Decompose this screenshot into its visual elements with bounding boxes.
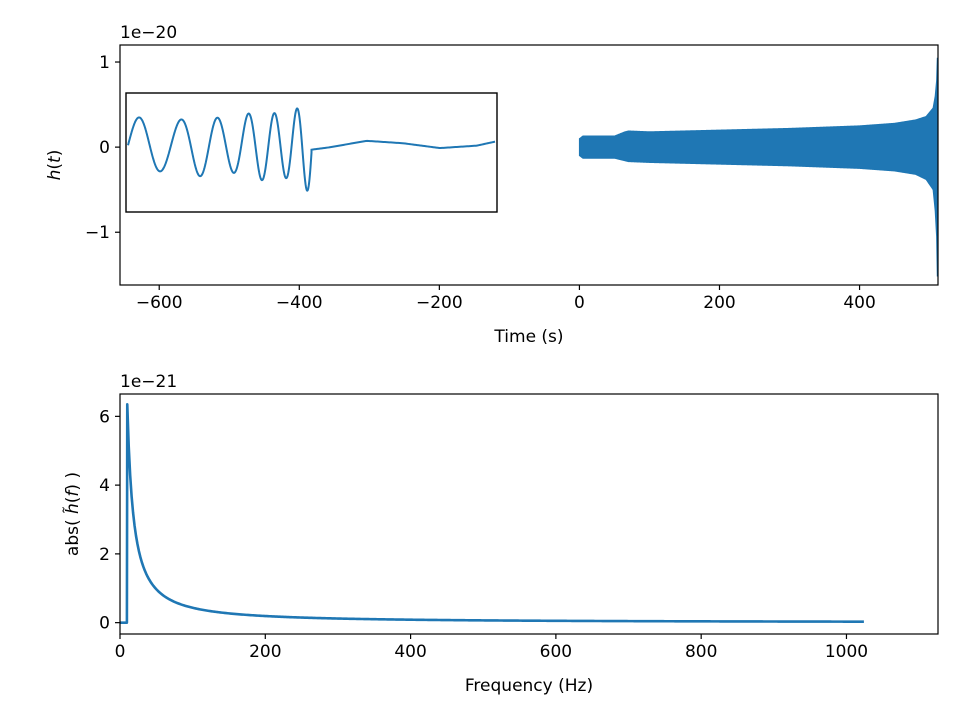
time-x-tick-label: 200 [703,293,735,313]
time-y-axis-label: h(t) [45,150,65,181]
frequency-x-tick-label: 800 [685,642,717,662]
time-x-ticks: −600 −400 −200 0 200 400 [136,285,876,313]
time-x-tick-label: −600 [136,293,183,313]
frequency-y-tick-label: 6 [99,407,110,427]
inset-plot-area [127,107,496,192]
frequency-y-tick-label: 2 [99,545,110,565]
frequency-x-tick-label: 0 [115,642,126,662]
time-plot-area [578,57,938,277]
frequency-x-tick-label: 200 [249,642,281,662]
time-y-tick-label: 0 [99,138,110,158]
frequency-y-ticks: 0 2 4 6 [99,407,120,634]
amplitude-series [120,403,864,624]
frequency-y-tick-label: 4 [99,476,110,496]
frequency-domain-chart: 0 200 400 600 800 1000 0 2 4 6 1e−21 Frequency (… [62,372,939,696]
frequency-offset-text: 1e−21 [120,372,177,392]
frequency-x-tick-label: 600 [540,642,572,662]
time-axes-frame [119,44,939,286]
time-x-axis-label: Time (s) [493,327,563,347]
time-y-tick-label: −1 [85,223,110,243]
frequency-y-axis-label: abs( h̃(f) ) [62,472,83,556]
frequency-x-ticks: 0 200 400 600 800 1000 [115,634,868,662]
inset-series [127,107,496,192]
strain-series [578,57,938,277]
time-x-tick-label: −200 [416,293,463,313]
time-x-tick-label: 400 [843,293,875,313]
frequency-plot-area [120,403,864,624]
time-x-tick-label: 0 [574,293,585,313]
frequency-x-tick-label: 1000 [825,642,868,662]
time-y-ticks: −1 0 1 [85,53,120,243]
time-y-tick-label: 1 [99,53,110,73]
frequency-x-axis-label: Frequency (Hz) [465,676,593,696]
frequency-x-tick-label: 400 [394,642,426,662]
frequency-axes-frame [119,393,939,635]
merger-inset [125,92,498,213]
time-offset-text: 1e−20 [120,23,177,43]
time-x-tick-label: −400 [276,293,323,313]
time-domain-chart: −600 −400 −200 0 200 400 −101 1e−20 Time (s) … [45,23,939,347]
frequency-y-tick-label: 0 [99,614,110,634]
